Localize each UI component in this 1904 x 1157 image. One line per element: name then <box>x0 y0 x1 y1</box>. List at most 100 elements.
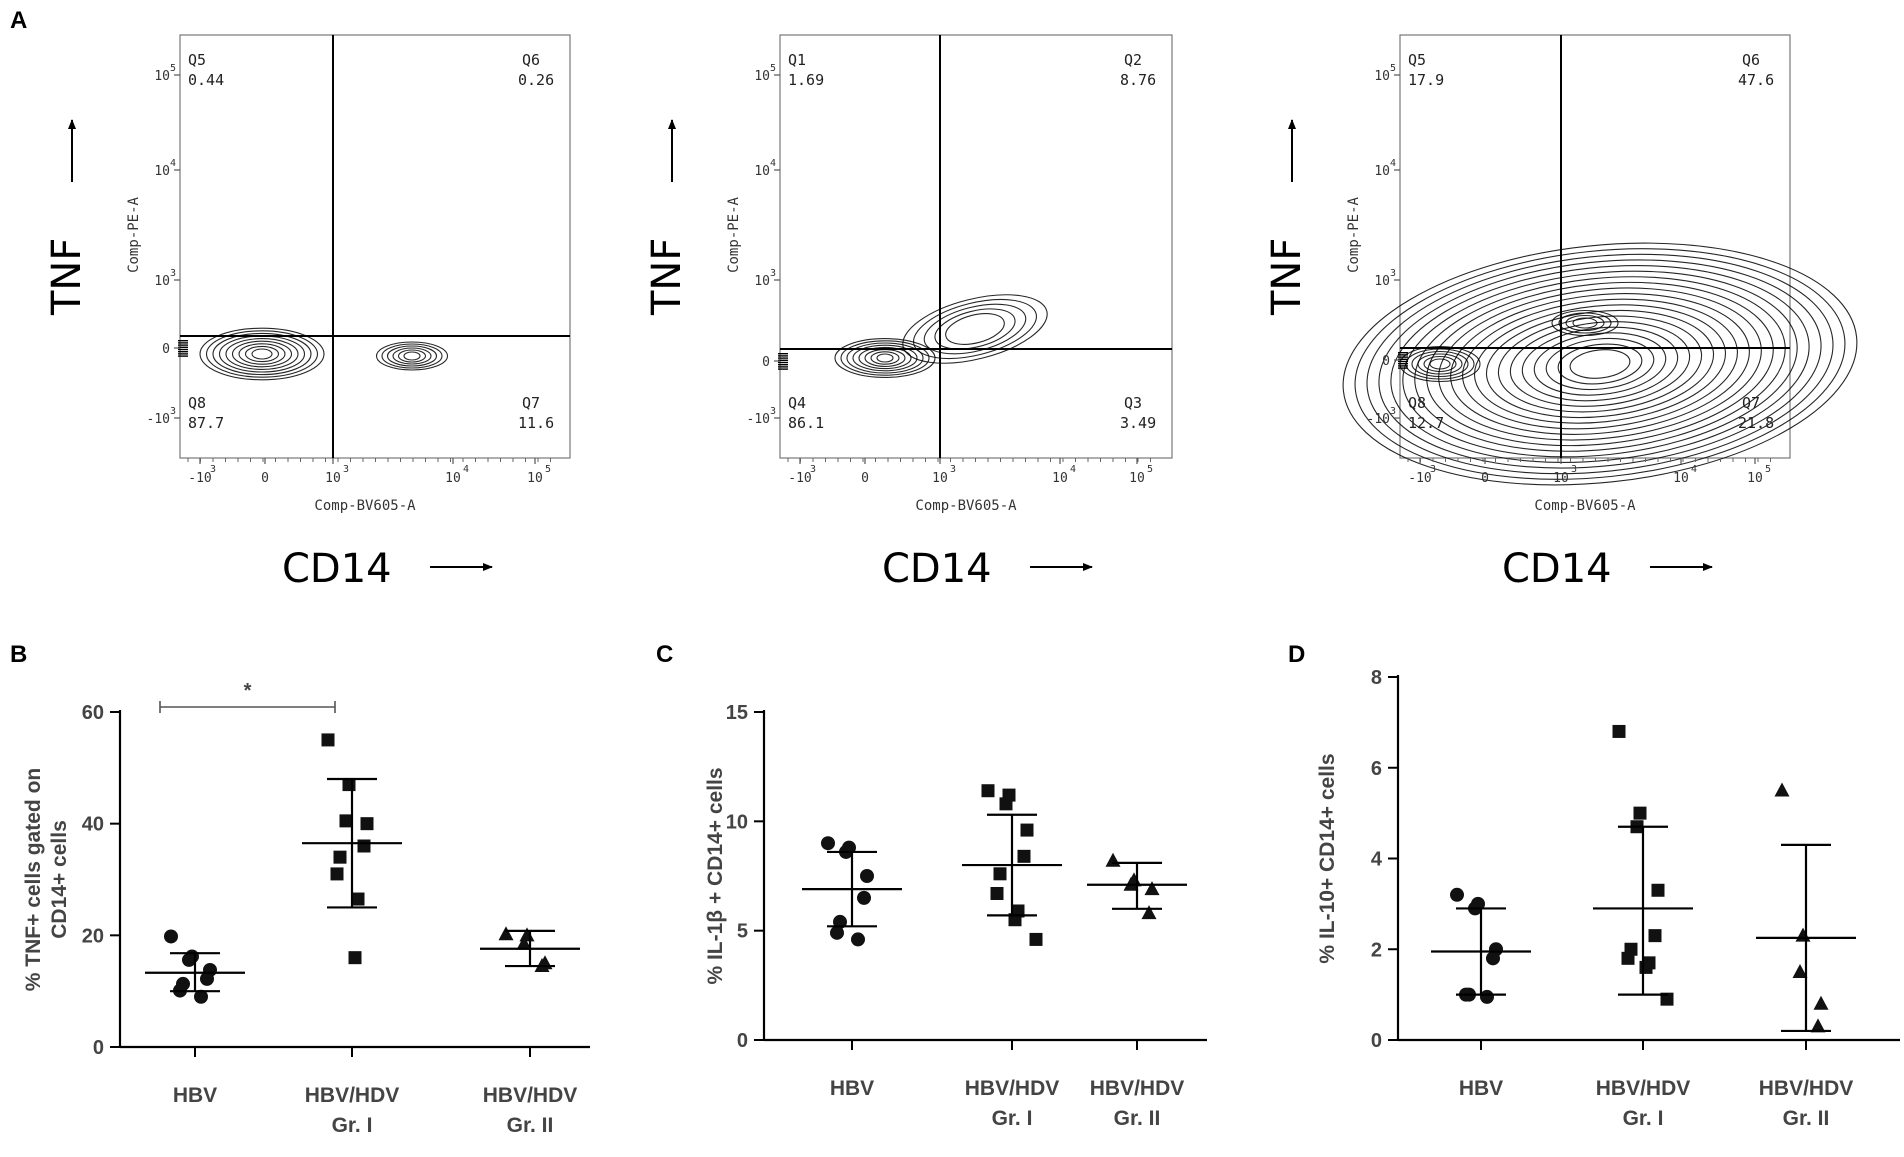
y-tick-exponent: 3 <box>1390 406 1396 417</box>
group-2: HBV/HDV Gr. I <box>962 784 1062 1130</box>
quadrant-value-ul: 1.69 <box>788 71 824 89</box>
y-axis-title: % IL-1β + CD14+ cells <box>704 767 727 984</box>
group-2: HBV/HDV Gr. I <box>1593 724 1693 1130</box>
y-tick-label: 15 <box>726 702 748 724</box>
y-axis-title-line: % TNF+ cells gated on <box>22 768 45 991</box>
x-category-label-line: Gr. II <box>1783 1107 1830 1130</box>
x-category-label: HBV <box>173 1084 217 1107</box>
quadrant-name-ll: Q8 <box>1408 394 1426 412</box>
contour-line <box>1414 276 1786 452</box>
data-point <box>981 784 995 798</box>
y-tick-label: 40 <box>82 814 104 836</box>
event-cluster <box>178 346 188 348</box>
contour-line <box>1342 242 1858 486</box>
contour-line <box>1545 337 1655 391</box>
event-cluster <box>1398 358 1408 360</box>
event-cluster <box>1398 356 1408 358</box>
significance-label: * <box>244 680 252 702</box>
y-tick-exponent: 5 <box>770 63 776 74</box>
contour-line <box>1533 332 1667 396</box>
data-point <box>321 733 335 747</box>
y-tick-exponent: 3 <box>1390 268 1396 279</box>
contour-line <box>1485 309 1715 419</box>
contour-line <box>381 343 443 369</box>
contour-line <box>876 353 894 363</box>
group-3: HBV/HDV Gr. II <box>1756 782 1856 1130</box>
y-tick-exponent: 4 <box>170 158 176 169</box>
x-axis-title-cd14: CD14 <box>282 546 392 592</box>
x-category-label-line: Gr. I <box>1623 1107 1664 1130</box>
x-tick-exponent: 3 <box>950 464 956 475</box>
contour-line <box>870 351 900 365</box>
contour-line <box>852 344 918 372</box>
quadrant-name-lr: Q7 <box>522 394 540 412</box>
y-parameter-label: Comp-PE-A <box>1346 197 1362 273</box>
quadrant-value-ll: 87.7 <box>188 414 224 432</box>
flow-plot-2: Q11.69Q28.76Q486.1Q33.491051041030-103-1… <box>644 34 1173 592</box>
contour-line <box>244 345 280 363</box>
x-parameter-label: Comp-BV605-A <box>1534 498 1636 514</box>
data-point <box>1633 806 1647 820</box>
data-point <box>993 867 1007 881</box>
y-tick-label: 60 <box>82 702 104 724</box>
data-point <box>830 925 844 940</box>
contour-line <box>386 345 438 367</box>
contour-line <box>923 303 1027 355</box>
y-axis-title: % IL-10+ CD14+ cells <box>1316 753 1339 963</box>
y-parameter-label: Comp-PE-A <box>126 197 142 273</box>
x-tick-label: 10 <box>1673 471 1689 486</box>
event-cluster <box>778 353 788 355</box>
contour-line <box>840 340 930 376</box>
data-point <box>1792 963 1808 978</box>
x-category-label: HBV/HDV Gr. I <box>1596 1077 1691 1130</box>
event-cluster <box>178 340 188 342</box>
contour-line <box>1429 358 1451 370</box>
y-tick-exponent: 5 <box>170 63 176 74</box>
x-tick-exponent: 3 <box>1571 464 1577 475</box>
y-tick-label: -10 <box>147 412 170 427</box>
data-point <box>999 797 1013 811</box>
contour-line <box>934 308 1016 350</box>
contour-line <box>392 347 432 365</box>
x-tick-label: 10 <box>1553 471 1569 486</box>
data-point <box>1651 883 1665 897</box>
contour-line <box>1497 315 1703 413</box>
contour-line <box>858 346 912 370</box>
y-tick-label: 6 <box>1371 758 1382 780</box>
data-point <box>1639 960 1653 974</box>
contour-line <box>1569 349 1631 379</box>
dot-plot-b: 0 20 40 60 % TNF+ cells gated on CD14+ cells H… <box>22 680 590 1137</box>
x-axis-title-cd14: CD14 <box>1502 546 1612 592</box>
x-tick-label: 0 <box>1481 471 1489 486</box>
x-category-label: HBV <box>830 1077 874 1100</box>
contour-line <box>397 349 427 363</box>
x-tick-label: 10 <box>445 471 461 486</box>
quadrant-value-lr: 11.6 <box>518 414 554 432</box>
y-tick-label: 8 <box>1371 667 1382 689</box>
contour-line <box>205 330 319 378</box>
data-point <box>1480 989 1494 1004</box>
x-category-label-line: Gr. I <box>992 1107 1033 1130</box>
data-point <box>1810 1018 1826 1033</box>
y-tick-label: 10 <box>726 811 748 833</box>
quadrant-name-ul: Q5 <box>188 51 206 69</box>
event-cluster <box>178 342 188 344</box>
data-point <box>1660 992 1674 1006</box>
x-category-label: HBV/HDV Gr. II <box>483 1084 578 1137</box>
event-cluster <box>178 351 188 353</box>
event-cluster <box>778 364 788 366</box>
data-point <box>1774 782 1790 797</box>
group-1: HBV <box>145 929 245 1107</box>
contour-line <box>1366 253 1834 475</box>
y-tick-label: 0 <box>1371 1030 1382 1052</box>
contour-line <box>199 327 325 381</box>
x-tick-exponent: 5 <box>1147 464 1153 475</box>
x-tick-label: 10 <box>1747 471 1763 486</box>
quadrant-name-ll: Q4 <box>788 394 806 412</box>
y-tick-label: 10 <box>1374 69 1390 84</box>
event-cluster <box>1398 365 1408 367</box>
quadrant-value-ur: 8.76 <box>1120 71 1156 89</box>
data-point <box>333 850 347 864</box>
quadrant-name-lr: Q3 <box>1124 394 1142 412</box>
data-point <box>194 989 208 1004</box>
